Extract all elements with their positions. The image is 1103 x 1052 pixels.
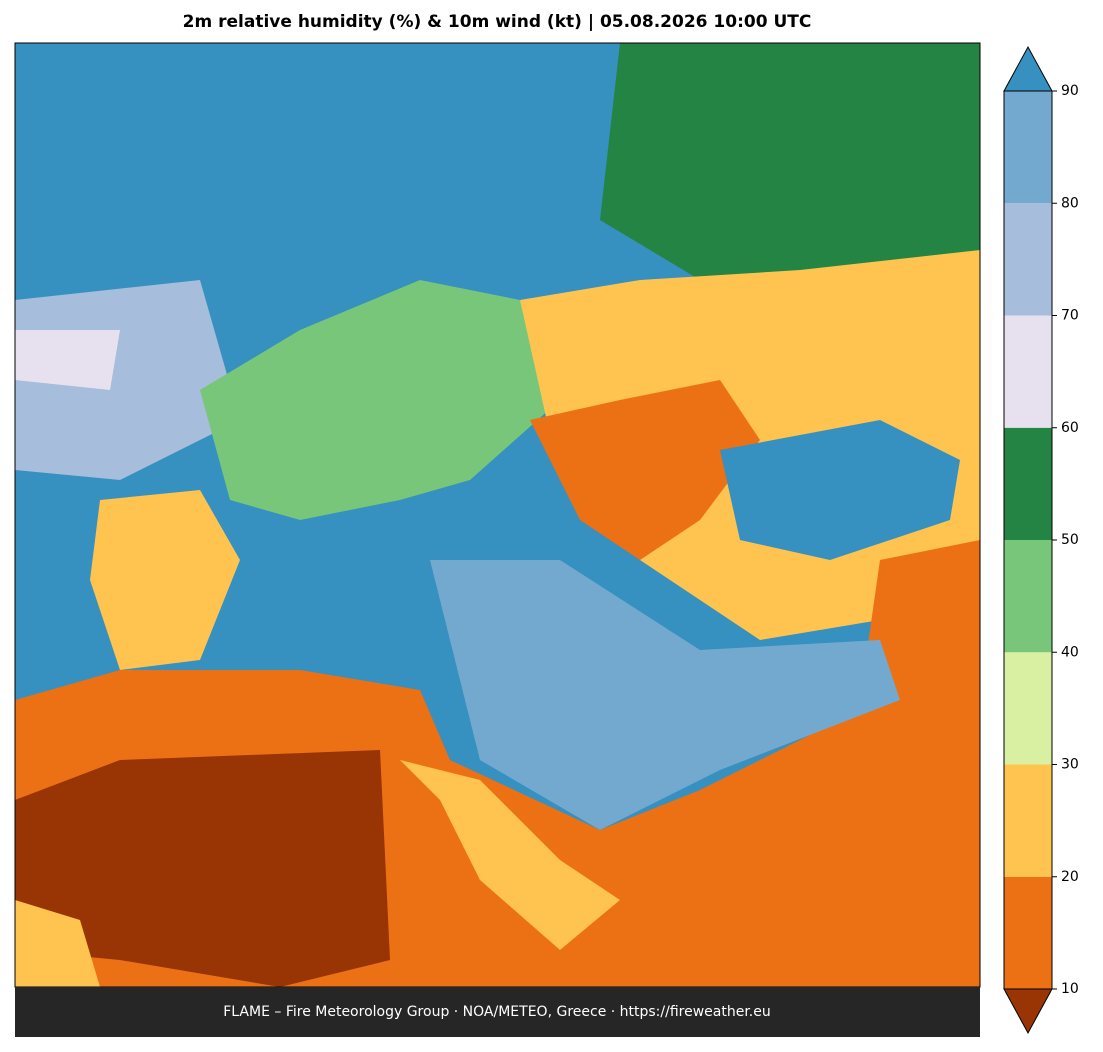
footer-bar	[15, 987, 980, 1037]
colorbar-bin	[1004, 315, 1052, 428]
colorbar-bin	[1004, 540, 1052, 653]
region	[530, 380, 760, 560]
colorbar-tick-label: 60	[1061, 420, 1079, 436]
colorbar-tick-label: 20	[1061, 869, 1079, 885]
sea	[720, 420, 960, 560]
region	[600, 43, 980, 320]
region	[15, 330, 120, 390]
colorbar-bin	[1004, 91, 1052, 204]
region	[200, 280, 560, 520]
region	[860, 540, 980, 987]
colorbar-tick-label: 40	[1061, 644, 1079, 660]
region	[400, 760, 620, 950]
title: 2m relative humidity (%) & 10m wind (kt)…	[183, 12, 812, 32]
colorbar: 10 20 30 40 50 60 70 80 90	[1003, 45, 1079, 1035]
footer: FLAME – Fire Meteorology Group · NOA/MET…	[223, 1004, 771, 1020]
map	[15, 43, 980, 987]
colorbar-tick-label: 70	[1061, 308, 1079, 324]
sea	[430, 560, 900, 830]
colorbar-extend-low	[1003, 988, 1053, 1035]
region	[15, 750, 390, 987]
colorbar-tick-label: 10	[1061, 981, 1079, 997]
colorbar-extend-high	[1003, 45, 1053, 92]
region	[15, 900, 100, 987]
colorbar-bin	[1004, 876, 1052, 989]
colorbar-tick-label: 50	[1061, 532, 1079, 548]
colorbar-tick-label: 90	[1061, 83, 1079, 99]
colorbar-bin	[1004, 764, 1052, 877]
colorbar-tick-label: 80	[1061, 195, 1079, 211]
colorbar-bin	[1004, 203, 1052, 316]
region	[90, 490, 240, 670]
colorbar-bin	[1004, 652, 1052, 765]
colorbar-tick-label: 30	[1061, 757, 1079, 773]
colorbar-bin	[1004, 427, 1052, 540]
